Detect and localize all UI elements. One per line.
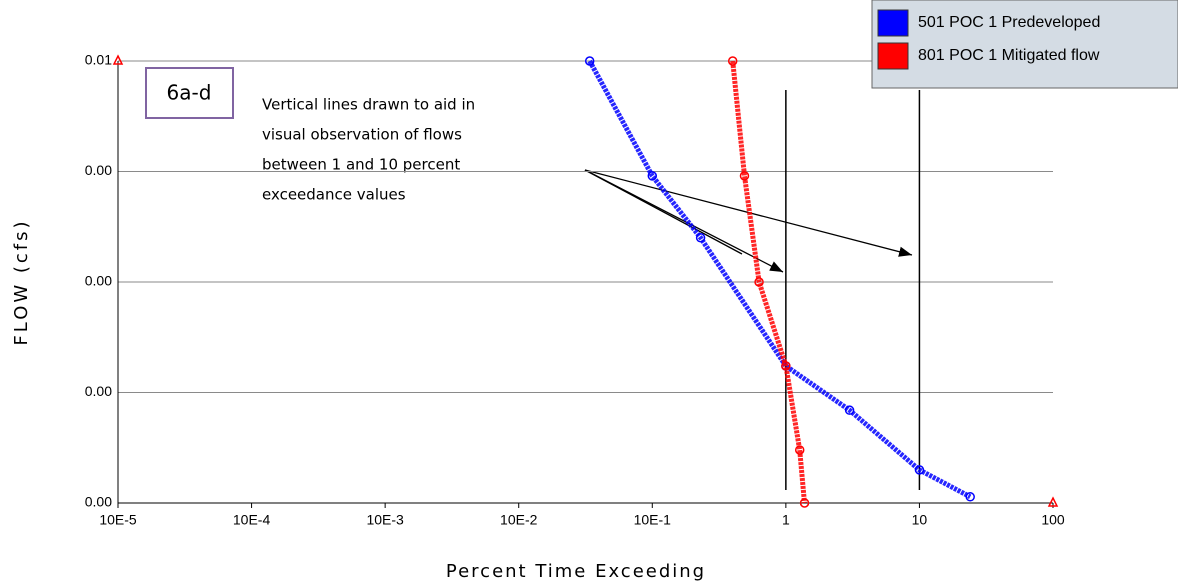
x-tick-label: 10E-3 — [366, 512, 404, 528]
box-label: 6a-d — [167, 81, 212, 105]
arrow — [584, 169, 743, 255]
data-point — [781, 361, 791, 371]
x-tick-label: 1 — [782, 512, 790, 528]
y-tick-label: 0.00 — [85, 383, 112, 399]
x-axis-label: Percent Time Exceeding — [446, 561, 706, 582]
legend-swatch — [877, 42, 909, 70]
x-tick-label: 10E-1 — [634, 512, 672, 528]
legend-swatch — [877, 9, 909, 37]
annotation-line: exceedance values — [262, 186, 406, 204]
annotation: Vertical lines drawn to aid in visual obs… — [262, 96, 475, 204]
data-point — [739, 171, 750, 181]
data-point — [844, 405, 855, 415]
y-axis-label: FLOW (cfs) — [11, 218, 32, 345]
series-line — [587, 59, 972, 500]
x-tick-label: 10E-5 — [99, 512, 137, 528]
endpoint-marker — [112, 54, 124, 65]
data-point — [695, 233, 706, 243]
data-point — [799, 498, 810, 508]
data-point — [754, 277, 764, 287]
x-tick-label: 10E-4 — [233, 512, 271, 528]
legend-label: 501 POC 1 Predeveloped — [918, 14, 1100, 31]
data-point — [914, 465, 925, 475]
legend-label: 801 POC 1 Mitigated flow — [918, 47, 1100, 64]
data-point — [647, 171, 658, 181]
y-tick-label: 0.00 — [85, 162, 112, 178]
y-tick-label: 0.00 — [85, 494, 112, 510]
legend-frame — [871, 0, 1178, 89]
annotation-line: Vertical lines drawn to aid in — [262, 96, 475, 114]
annotation-line: between 1 and 10 percent — [262, 156, 460, 174]
box-label-frame — [145, 67, 234, 119]
data-point — [965, 492, 975, 502]
y-tick-label: 0.00 — [85, 273, 112, 289]
x-tick-label: 10E-2 — [500, 512, 538, 528]
series-line — [730, 60, 807, 504]
endpoint-marker — [1047, 496, 1059, 507]
data-point — [584, 56, 595, 66]
x-tick-label: 100 — [1041, 512, 1065, 528]
y-tick-label: 0.01 — [85, 52, 112, 68]
x-tick-label: 10 — [912, 512, 928, 528]
annotation-line: visual observation of flows — [262, 126, 462, 144]
data-point — [794, 445, 805, 455]
data-point — [727, 56, 738, 66]
